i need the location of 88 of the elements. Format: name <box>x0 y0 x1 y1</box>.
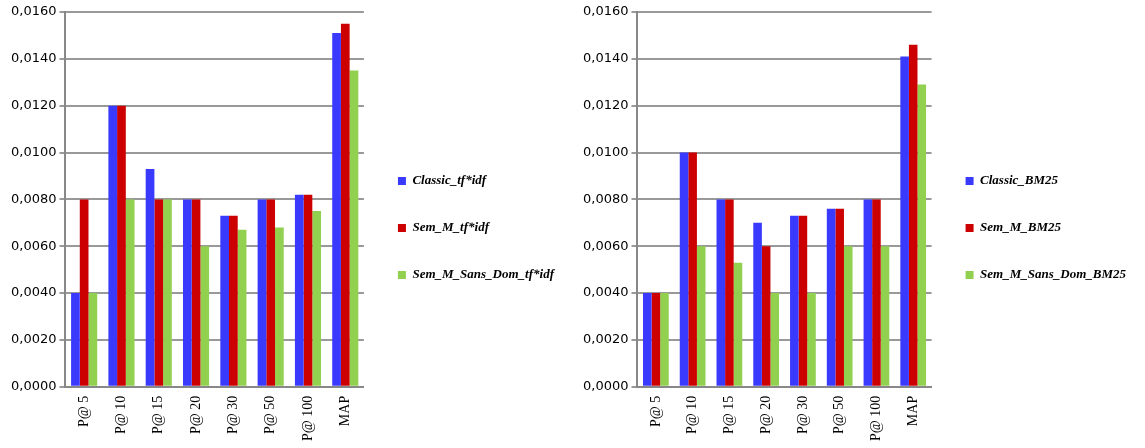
bar <box>688 152 697 386</box>
y-tick-label: 0,0100 <box>582 143 629 159</box>
legend-label: Sem_M_BM25 <box>980 219 1062 235</box>
x-tick-label: MAP <box>904 395 920 427</box>
bar <box>349 70 359 386</box>
x-tick-label: P@ 30 <box>225 395 241 435</box>
y-tick-label: 0,0040 <box>10 284 57 300</box>
y-tick-label: 0,0140 <box>10 50 57 66</box>
bar <box>257 199 267 386</box>
y-tick-label: 0,0160 <box>10 3 57 19</box>
bar <box>643 293 652 386</box>
x-tick-label: P@ 50 <box>262 395 278 435</box>
bar <box>716 199 726 386</box>
legend-label: Sem_M_Sans_Dom_tf*idf <box>412 266 556 282</box>
y-tick-label: 0,0160 <box>582 3 629 19</box>
bar <box>770 293 780 386</box>
bar <box>835 208 844 386</box>
x-tick-label: P@ 15 <box>150 395 166 435</box>
bar <box>679 152 689 386</box>
bar <box>826 208 836 386</box>
bar <box>651 293 661 386</box>
legend-label: Classic_BM25 <box>980 172 1059 188</box>
y-tick-label: 0,0040 <box>582 284 629 300</box>
bar <box>660 293 669 386</box>
x-tick-label: P@ 20 <box>187 395 203 435</box>
bar <box>798 215 808 386</box>
legend-label: Sem_M_tf*idf <box>412 219 491 235</box>
bar <box>753 222 762 386</box>
y-tick-label: 0,0080 <box>10 190 57 206</box>
bar <box>88 293 98 386</box>
x-tick-label: P@ 10 <box>684 395 700 435</box>
bar <box>807 293 816 386</box>
y-tick-label: 0,0120 <box>582 97 629 113</box>
x-tick-label: P@ 100 <box>299 395 315 442</box>
y-tick-label: 0,0100 <box>10 143 57 159</box>
bar <box>725 199 734 386</box>
x-tick-label: MAP <box>336 395 352 427</box>
bar <box>229 215 238 386</box>
bar <box>294 194 304 386</box>
bar <box>863 199 873 386</box>
x-tick-label: P@ 10 <box>113 395 129 435</box>
x-tick-label: P@ 20 <box>757 395 773 435</box>
x-tick-label: P@ 50 <box>831 395 847 435</box>
bar <box>332 33 341 386</box>
bar <box>125 199 135 386</box>
y-tick-label: 0,0060 <box>582 237 629 253</box>
x-tick-label: P@ 100 <box>868 395 884 442</box>
bar <box>183 199 192 386</box>
bar <box>761 246 771 386</box>
bar <box>79 199 89 386</box>
bar <box>303 194 313 386</box>
bar <box>266 199 276 386</box>
bar <box>275 227 284 386</box>
x-tick-label: P@ 5 <box>647 395 663 428</box>
bar <box>237 229 247 386</box>
legend-label: Sem_M_Sans_Dom_BM25 <box>980 266 1127 282</box>
bar <box>733 262 743 386</box>
y-tick-label: 0,0020 <box>10 331 57 347</box>
bar <box>908 44 918 386</box>
bar <box>880 246 890 386</box>
bar <box>191 199 201 386</box>
y-tick-label: 0,0140 <box>582 50 629 66</box>
y-tick-label: 0,0080 <box>582 190 629 206</box>
bar <box>163 199 172 386</box>
bar <box>790 215 799 386</box>
legend-label: Classic_tf*idf <box>412 172 488 188</box>
y-tick-label: 0,0000 <box>582 378 629 394</box>
bar <box>200 246 210 386</box>
bar <box>145 168 155 386</box>
x-tick-label: P@ 5 <box>75 395 91 428</box>
bar <box>312 211 322 386</box>
bar <box>696 246 706 386</box>
bar <box>900 56 909 386</box>
bar <box>154 199 164 386</box>
bar <box>108 105 118 386</box>
bar <box>71 293 80 386</box>
x-tick-label: P@ 15 <box>721 395 737 435</box>
y-tick-label: 0,0020 <box>582 331 629 347</box>
bar <box>117 105 126 386</box>
bar <box>917 84 927 386</box>
x-tick-label: P@ 30 <box>794 395 810 435</box>
y-tick-label: 0,0000 <box>10 378 57 394</box>
bar <box>843 246 853 386</box>
bar <box>340 23 350 386</box>
bar <box>872 199 881 386</box>
bar <box>220 215 230 386</box>
y-tick-label: 0,0060 <box>10 237 57 253</box>
y-tick-label: 0,0120 <box>10 97 57 113</box>
